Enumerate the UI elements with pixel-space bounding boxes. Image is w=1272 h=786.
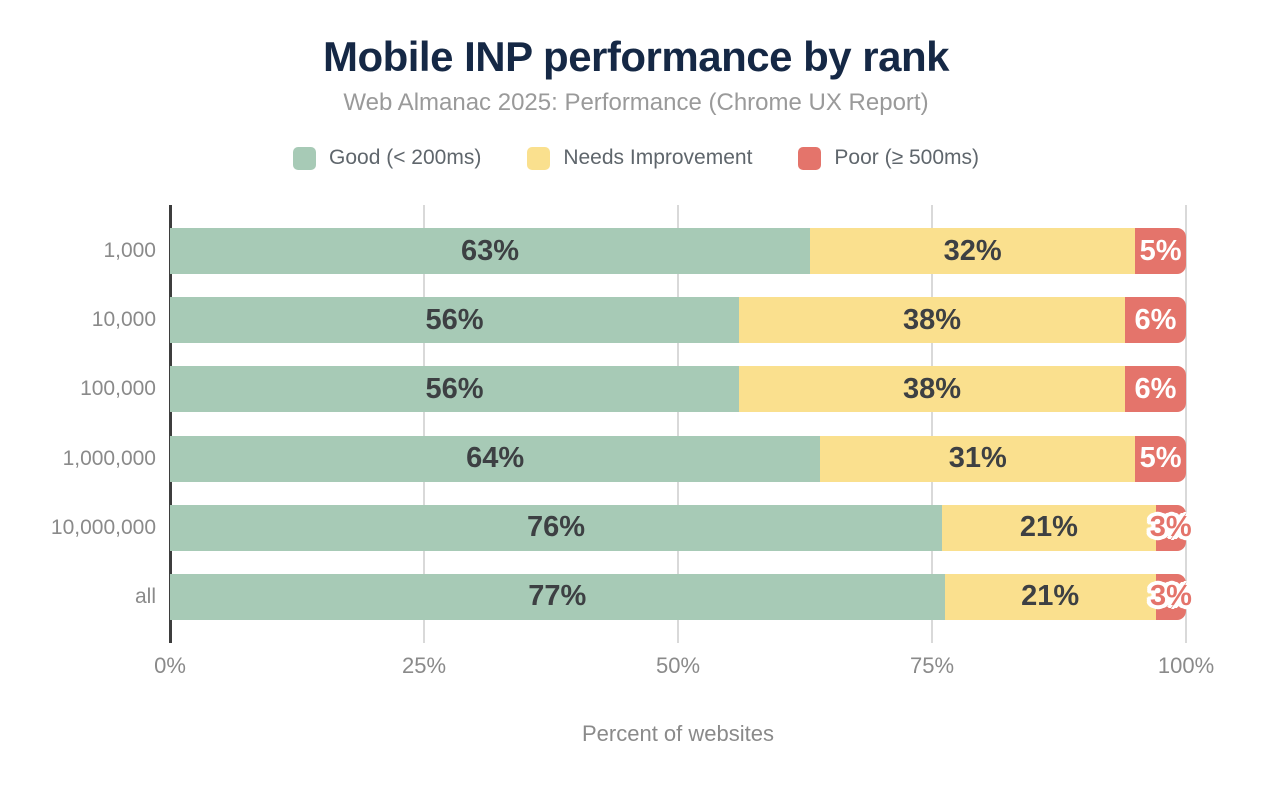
value-label: 56% <box>425 303 484 336</box>
segment-poor: 3% <box>1149 504 1192 551</box>
value-label: 21% <box>1021 580 1080 613</box>
value-label: 6% <box>1134 372 1177 405</box>
x-tick-label: 100% <box>1157 653 1215 678</box>
category-label: 1,000 <box>103 239 156 263</box>
category-label: 1,000,000 <box>62 446 156 470</box>
x-axis-title: Percent of websites <box>582 721 774 746</box>
x-tick-label: 75% <box>909 653 955 678</box>
gridline <box>677 205 679 643</box>
gridline <box>1185 205 1187 643</box>
x-tick-label: 50% <box>655 653 701 678</box>
segment-needs-improvement: 21% <box>942 504 1156 551</box>
legend-label: Good (< 200ms) <box>329 146 482 169</box>
legend: Good (< 200ms) Needs Improvement Poor (≥ 5… <box>0 146 1272 170</box>
bar-row: 1,000 63% 32% 5% <box>103 228 1186 275</box>
value-label: 64% <box>466 442 525 475</box>
segment-good: 64% <box>170 435 821 482</box>
value-label: 31% <box>948 442 1007 475</box>
segment-good: 63% <box>170 228 811 275</box>
x-axis: 0% 25% 50% 75% 100% <box>154 653 1214 681</box>
value-label: 3% <box>1149 580 1192 613</box>
y-axis-line <box>168 205 172 643</box>
value-label: 38% <box>902 372 962 405</box>
segment-good: 76% <box>170 504 943 551</box>
x-tick-label: 25% <box>401 653 447 678</box>
value-label: 5% <box>1139 442 1182 475</box>
bar-row: 10,000 56% 38% 6% <box>92 297 1186 344</box>
good-swatch-icon <box>293 146 316 170</box>
plot-area: 1,000 63% 32% 5% 10,000 56% 38% 6% 100,000 56% 38%… <box>51 205 1192 643</box>
legend-label: Needs Improvement <box>563 146 753 169</box>
bar-rows: 1,000 63% 32% 5% 10,000 56% 38% 6% 100,000 56% 38%… <box>51 205 1192 643</box>
segment-poor: 5% <box>1135 228 1186 275</box>
category-label: 100,000 <box>80 377 156 401</box>
value-label: 5% <box>1139 234 1182 267</box>
value-label: 77% <box>528 580 587 613</box>
segment-needs-improvement: 38% <box>738 297 1126 344</box>
legend-item-poor: Poor (≥ 500ms) <box>798 146 979 170</box>
legend-item-good: Good (< 200ms) <box>293 146 481 170</box>
bar-row: 1,000,000 64% 31% 5% <box>63 435 1186 482</box>
segment-good: 56% <box>170 297 739 344</box>
gridline <box>423 205 425 643</box>
needs-improvement-swatch-icon <box>527 146 551 170</box>
legend-label: Poor (≥ 500ms) <box>834 146 979 169</box>
segment-needs-improvement: 38% <box>738 366 1126 413</box>
segment-poor: 6% <box>1125 297 1186 344</box>
bar-row: 100,000 56% 38% 6% <box>80 366 1186 413</box>
value-label: 3% <box>1149 511 1192 544</box>
value-label: 63% <box>461 234 520 267</box>
value-label: 21% <box>1019 511 1078 544</box>
segment-good: 77% <box>170 573 945 620</box>
chart-subtitle: Web Almanac 2025: Performance (Chrome UX… <box>343 89 929 116</box>
category-label: 10,000 <box>91 308 156 332</box>
segment-needs-improvement: 21% <box>944 573 1156 620</box>
value-label: 6% <box>1134 303 1177 336</box>
segment-good: 56% <box>170 366 739 413</box>
poor-swatch-icon <box>798 146 822 170</box>
bar-row: all 77% 21% 3% <box>135 573 1192 620</box>
gridline <box>931 205 933 643</box>
legend-item-needs-improvement: Needs Improvement <box>527 146 752 170</box>
value-label: 56% <box>425 372 484 405</box>
x-tick-label: 0% <box>154 653 186 678</box>
category-label: 10,000,000 <box>50 515 156 539</box>
value-label: 38% <box>902 303 962 336</box>
segment-needs-improvement: 31% <box>820 435 1136 482</box>
bar-row: 10,000,000 76% 21% 3% <box>51 504 1192 551</box>
segment-poor: 6% <box>1125 366 1186 413</box>
segment-poor: 5% <box>1135 435 1186 482</box>
value-label: 76% <box>527 511 586 544</box>
segment-poor: 3% <box>1149 573 1192 620</box>
chart-title: Mobile INP performance by rank <box>322 33 950 80</box>
segment-needs-improvement: 32% <box>810 228 1136 275</box>
category-label: all <box>134 584 156 608</box>
value-label: 32% <box>943 234 1002 267</box>
